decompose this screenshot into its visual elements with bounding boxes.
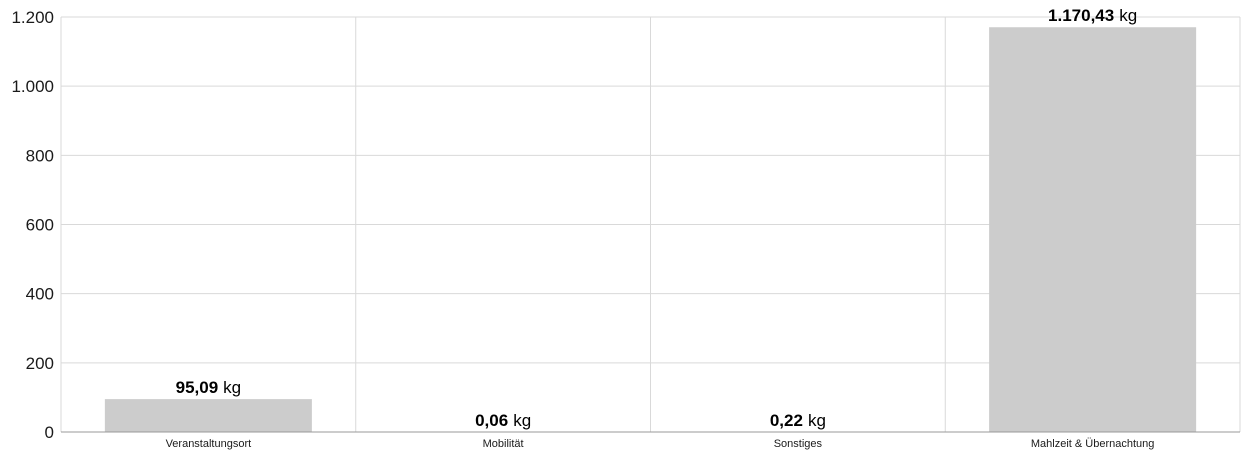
y-tick-label: 200: [26, 354, 54, 373]
y-tick-label: 600: [26, 216, 54, 235]
data-label-unit: kg: [1119, 6, 1137, 25]
data-label-value: 0,22: [770, 411, 803, 430]
y-tick-label: 0: [45, 423, 54, 442]
data-label-unit: kg: [513, 411, 531, 430]
bar: [989, 27, 1197, 433]
data-label: 0,22 kg: [770, 411, 826, 430]
y-tick-label: 1.200: [11, 8, 54, 27]
x-tick-label: Mahlzeit & Übernachtung: [1031, 438, 1155, 450]
data-label-value: 1.170,43: [1048, 6, 1114, 25]
data-label-value: 95,09: [176, 378, 219, 397]
x-tick-label: Sonstiges: [774, 438, 823, 450]
data-label-unit: kg: [223, 378, 241, 397]
y-tick-label: 400: [26, 285, 54, 304]
y-tick-label: 800: [26, 146, 54, 165]
bar: [104, 399, 312, 432]
data-label: 95,09 kg: [176, 378, 242, 397]
data-label: 0,06 kg: [475, 411, 531, 430]
bars: [104, 27, 1197, 433]
y-tick-label: 1.000: [11, 77, 54, 96]
data-label-unit: kg: [808, 411, 826, 430]
data-label: 1.170,43 kg: [1048, 6, 1137, 25]
x-tick-label: Mobilität: [483, 438, 524, 450]
x-tick-label: Veranstaltungsort: [166, 438, 252, 450]
data-label-value: 0,06: [475, 411, 508, 430]
gridlines: [60, 16, 1241, 432]
